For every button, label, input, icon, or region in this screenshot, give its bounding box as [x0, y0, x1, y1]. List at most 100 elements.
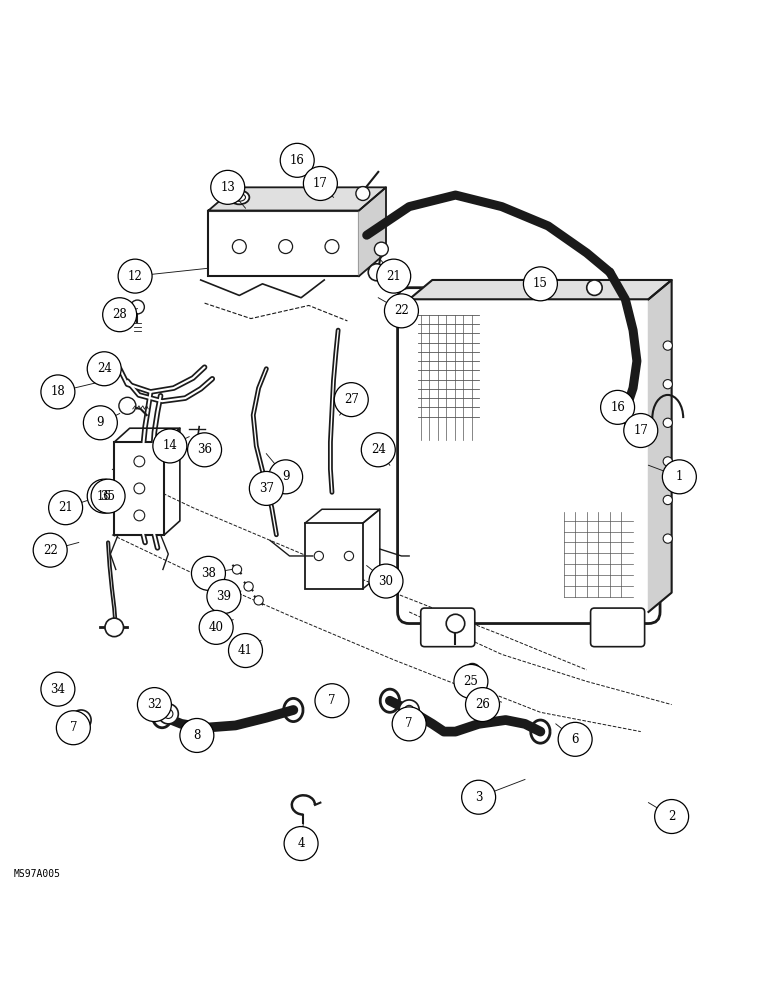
Text: 16: 16 — [610, 401, 625, 414]
Circle shape — [56, 711, 90, 745]
Circle shape — [41, 672, 75, 706]
Circle shape — [369, 564, 403, 598]
Circle shape — [399, 700, 419, 720]
Circle shape — [334, 383, 368, 417]
Text: 1: 1 — [676, 470, 683, 483]
Text: 34: 34 — [50, 683, 66, 696]
Circle shape — [356, 187, 370, 200]
Text: 39: 39 — [216, 590, 232, 603]
Circle shape — [607, 400, 621, 414]
Text: 26: 26 — [475, 698, 490, 711]
Circle shape — [137, 688, 171, 722]
Circle shape — [41, 375, 75, 409]
Circle shape — [232, 565, 242, 574]
Circle shape — [405, 705, 414, 715]
Circle shape — [164, 709, 173, 718]
Text: 22: 22 — [42, 544, 58, 557]
Circle shape — [249, 471, 283, 505]
Circle shape — [49, 491, 83, 525]
Text: 35: 35 — [100, 490, 116, 503]
Circle shape — [211, 170, 245, 204]
Circle shape — [377, 259, 411, 293]
Circle shape — [87, 352, 121, 386]
FancyBboxPatch shape — [591, 608, 645, 647]
Text: 6: 6 — [571, 733, 579, 746]
Circle shape — [199, 610, 233, 644]
Circle shape — [105, 618, 124, 637]
Circle shape — [465, 664, 480, 679]
Text: 18: 18 — [50, 385, 66, 398]
Circle shape — [134, 483, 144, 494]
Circle shape — [180, 718, 214, 752]
Circle shape — [624, 414, 658, 448]
Text: 22: 22 — [394, 304, 409, 317]
Text: 3: 3 — [475, 791, 482, 804]
Circle shape — [325, 240, 339, 254]
Circle shape — [279, 240, 293, 254]
Text: 27: 27 — [344, 393, 359, 406]
Text: 25: 25 — [463, 675, 479, 688]
Circle shape — [663, 457, 672, 466]
Text: 17: 17 — [633, 424, 648, 437]
Circle shape — [191, 556, 225, 590]
Ellipse shape — [229, 190, 249, 204]
Circle shape — [119, 397, 136, 414]
Circle shape — [392, 707, 426, 741]
Text: 30: 30 — [378, 575, 394, 588]
Polygon shape — [359, 187, 386, 276]
Circle shape — [130, 300, 144, 314]
Bar — [208, 211, 359, 276]
Circle shape — [663, 418, 672, 427]
Text: 7: 7 — [405, 717, 413, 730]
Polygon shape — [409, 280, 672, 299]
Text: 36: 36 — [197, 443, 212, 456]
Circle shape — [71, 710, 91, 730]
Polygon shape — [648, 280, 672, 612]
Text: 7: 7 — [69, 721, 77, 734]
Circle shape — [558, 722, 592, 756]
Text: 12: 12 — [127, 270, 143, 283]
Circle shape — [91, 479, 125, 513]
Circle shape — [280, 143, 314, 177]
Polygon shape — [208, 187, 386, 211]
Text: 41: 41 — [238, 644, 253, 657]
Circle shape — [83, 406, 117, 440]
Circle shape — [314, 551, 323, 561]
Circle shape — [384, 294, 418, 328]
Circle shape — [33, 533, 67, 567]
Text: 2: 2 — [668, 810, 676, 823]
Circle shape — [244, 582, 253, 591]
Text: 14: 14 — [162, 439, 178, 452]
Circle shape — [269, 460, 303, 494]
Text: 37: 37 — [259, 482, 274, 495]
Text: 17: 17 — [313, 177, 328, 190]
Circle shape — [153, 429, 187, 463]
Circle shape — [207, 580, 241, 613]
Text: 16: 16 — [290, 154, 305, 167]
Circle shape — [229, 634, 262, 668]
Bar — [305, 523, 363, 589]
Text: 7: 7 — [328, 694, 336, 707]
Text: 9: 9 — [282, 470, 290, 483]
Circle shape — [158, 704, 178, 724]
Text: 40: 40 — [208, 621, 224, 634]
Text: 21: 21 — [58, 501, 73, 514]
Circle shape — [454, 664, 488, 698]
Circle shape — [663, 534, 672, 543]
Circle shape — [374, 242, 388, 256]
Circle shape — [254, 596, 263, 605]
Text: 21: 21 — [386, 270, 401, 283]
Circle shape — [662, 460, 696, 494]
Text: 24: 24 — [96, 362, 112, 375]
Text: 4: 4 — [297, 837, 305, 850]
Circle shape — [663, 380, 672, 389]
Circle shape — [523, 267, 557, 301]
Circle shape — [655, 800, 689, 834]
Text: 15: 15 — [533, 277, 548, 290]
Circle shape — [134, 456, 144, 467]
Circle shape — [284, 827, 318, 861]
Text: 13: 13 — [220, 181, 235, 194]
Circle shape — [303, 166, 337, 200]
Circle shape — [344, 551, 354, 561]
Circle shape — [587, 280, 602, 295]
